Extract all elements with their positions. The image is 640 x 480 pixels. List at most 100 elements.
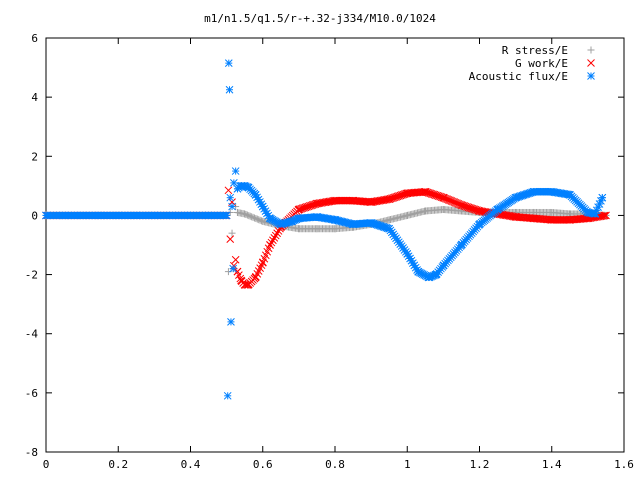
data-point <box>224 186 233 195</box>
data-point <box>256 216 264 224</box>
data-point <box>396 191 405 200</box>
data-point <box>466 203 474 212</box>
data-point <box>383 195 392 204</box>
data-point <box>245 212 253 220</box>
data-point <box>399 190 408 199</box>
legend-marker <box>587 46 595 54</box>
y-tick-label: -8 <box>25 446 38 459</box>
legend-label: Acoustic flux/E <box>469 70 568 83</box>
data-point <box>300 203 308 212</box>
x-tick-label: 1 <box>404 458 411 471</box>
data-point <box>308 201 317 209</box>
data-point <box>295 205 304 214</box>
data-point <box>386 194 395 203</box>
data-point <box>388 194 396 203</box>
data-point <box>223 391 232 400</box>
data-point <box>297 204 306 213</box>
legend-marker <box>587 72 595 80</box>
data-point <box>225 85 234 94</box>
data-point <box>393 192 402 201</box>
data-point <box>242 281 250 289</box>
y-tick-label: -4 <box>25 328 39 341</box>
data-point <box>227 318 235 326</box>
data-point <box>430 190 439 199</box>
data-point <box>242 210 250 218</box>
data-point <box>231 167 240 175</box>
data-point <box>467 204 476 213</box>
x-tick-label: 0.4 <box>181 458 201 471</box>
data-point <box>385 195 393 204</box>
x-tick-label: 1.4 <box>542 458 562 471</box>
data-point <box>436 192 444 201</box>
data-point <box>224 59 233 67</box>
y-tick-label: -2 <box>25 269 38 282</box>
data-point <box>270 234 279 242</box>
data-point <box>229 264 237 273</box>
y-tick-label: 0 <box>31 209 38 222</box>
data-point <box>456 200 464 209</box>
data-point <box>231 255 240 264</box>
legend-label: G work/E <box>515 57 568 70</box>
x-tick-label: 0.2 <box>108 458 128 471</box>
x-tick-label: 0.6 <box>253 458 273 471</box>
data-point <box>457 201 466 209</box>
data-point <box>243 211 251 219</box>
data-point <box>253 215 261 223</box>
data-point <box>433 191 442 200</box>
data-point <box>434 192 443 201</box>
data-point <box>464 203 473 212</box>
legend-marker <box>587 59 595 67</box>
data-point <box>229 261 238 270</box>
y-tick-label: 6 <box>31 32 38 45</box>
data-point <box>252 215 260 223</box>
data-point <box>598 193 607 202</box>
data-point <box>249 213 257 221</box>
data-point <box>303 203 311 211</box>
series-2 <box>42 186 610 289</box>
data-point <box>423 188 432 197</box>
data-point <box>274 227 283 235</box>
x-tick-label: 1.2 <box>470 458 490 471</box>
data-point <box>266 241 274 249</box>
data-point <box>226 235 235 243</box>
data-point <box>460 202 469 210</box>
data-point <box>600 211 609 220</box>
data-point <box>463 203 471 211</box>
data-point <box>298 204 307 213</box>
data-point <box>422 188 430 196</box>
data-point <box>390 193 399 202</box>
data-point <box>310 200 318 209</box>
data-point <box>246 212 254 220</box>
x-tick-label: 0 <box>43 458 50 471</box>
data-point <box>599 212 607 220</box>
data-point <box>426 189 435 198</box>
data-point <box>258 217 266 225</box>
x-tick-label: 0.8 <box>325 458 345 471</box>
data-point <box>255 216 263 224</box>
data-point <box>389 193 398 202</box>
data-point <box>458 201 467 210</box>
data-point <box>273 229 281 238</box>
y-tick-label: 2 <box>31 150 38 163</box>
data-point <box>471 205 480 214</box>
data-point <box>228 229 236 237</box>
data-point <box>429 190 437 199</box>
data-point <box>269 236 277 245</box>
data-point <box>226 193 235 202</box>
data-point <box>602 211 610 220</box>
series-3 <box>42 59 607 400</box>
y-tick-label: -6 <box>25 387 38 400</box>
legend-label: R stress/E <box>502 44 568 57</box>
data-point <box>470 205 478 214</box>
data-point <box>301 203 310 212</box>
data-point <box>461 202 470 211</box>
data-point <box>248 213 256 221</box>
data-point <box>250 214 258 222</box>
chart-axes: 0 0.2 0.4 0.6 0.8 1 1.2 1.4 1.6 6 4 2 0 -2 -4 -6 -8 <box>25 32 634 471</box>
data-point <box>427 189 436 198</box>
data-point <box>403 250 412 258</box>
data-point <box>260 204 268 213</box>
y-tick-label: 4 <box>31 91 38 104</box>
